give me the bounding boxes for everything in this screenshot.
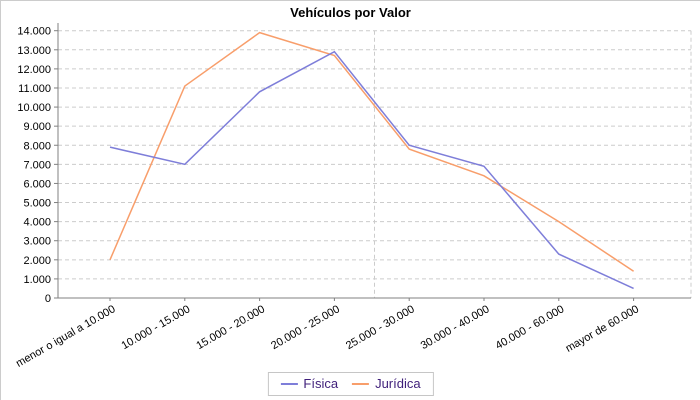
x-axis-label: 25.000 - 30.000 (344, 303, 417, 352)
x-axis-label: 40.000 - 60.000 (494, 303, 567, 352)
x-axis-label: mayor de 60.000 (564, 303, 642, 355)
x-axis-label: menor o igual a 10.000 (14, 303, 117, 370)
legend: Física Jurídica (267, 372, 434, 396)
legend-item-juridica: Jurídica (352, 376, 421, 391)
y-axis-label: 12.000 (17, 64, 51, 76)
y-axis-label: 3.000 (23, 236, 51, 248)
y-axis-label: 10.000 (17, 102, 51, 114)
series-line-juridica (109, 31, 635, 272)
y-axis-label: 5.000 (23, 198, 51, 210)
juridica-line-swatch (352, 382, 370, 385)
y-axis-label: 1.000 (23, 274, 51, 286)
y-axis-label: 0 (45, 293, 51, 305)
x-axis-label: 30.000 - 40.000 (419, 303, 492, 352)
series-line-fisica (109, 50, 634, 290)
y-axis-label: 14.000 (17, 26, 51, 38)
y-axis-label: 6.000 (23, 178, 51, 190)
y-axis-label: 13.000 (17, 45, 51, 57)
legend-label-fisica: Física (303, 376, 339, 391)
x-axis-label: 20.000 - 25.000 (269, 303, 342, 352)
legend-item-fisica: Física (280, 376, 338, 391)
x-axis-label: 10.000 - 15.000 (120, 303, 193, 352)
x-axis-label: 15.000 - 20.000 (194, 303, 267, 352)
y-axis-label: 2.000 (23, 255, 51, 267)
y-axis-label: 7.000 (23, 159, 51, 171)
fisica-line-swatch (280, 382, 298, 385)
y-axis-label: 8.000 (23, 140, 51, 152)
chart-title: Vehículos por Valor (290, 5, 411, 20)
legend-label-juridica: Jurídica (375, 376, 421, 391)
y-axis-label: 11.000 (18, 83, 51, 95)
y-axis-label: 9.000 (23, 121, 51, 133)
y-axis-label: 4.000 (23, 217, 51, 229)
